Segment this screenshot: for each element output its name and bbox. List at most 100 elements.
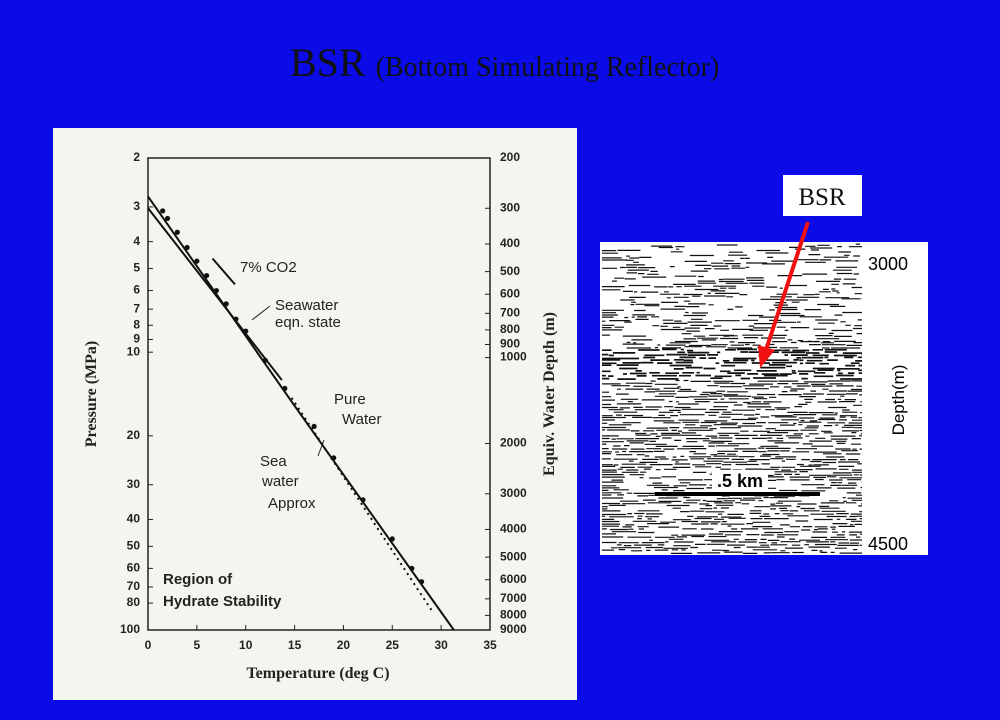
y2-tick-label: 900 [500,337,520,351]
seismic-trace [602,416,863,419]
seismic-trace [650,379,873,383]
seismic-margin [862,242,928,555]
curve [211,257,236,286]
scale-label: .5 km [717,471,763,491]
data-point [223,301,229,307]
y2-tick-label: 9000 [500,622,527,636]
seismic-trace [602,502,866,505]
seismic-trace [602,541,860,544]
seismic-trace [602,311,867,317]
y2-tick-label: 5000 [500,549,527,563]
data-point [243,328,249,334]
seismic-trace [615,393,876,396]
seismic-trace [602,421,866,425]
x-tick-label: 35 [483,638,497,652]
seismic-trace [651,243,861,248]
data-point [409,565,415,571]
x-tick-label: 25 [386,638,400,652]
y2-tick-label: 6000 [500,572,527,586]
curve [147,195,455,631]
seismic-trace [602,334,840,340]
seismic-trace [602,442,861,445]
y2-tick-label: 200 [500,150,520,164]
seismic-trace [602,377,865,380]
seismic-trace [613,445,834,447]
y2-tick-label: 8000 [500,608,527,622]
curve [147,207,283,381]
seismic-trace [619,366,860,370]
seismic-trace [628,282,807,288]
seismic-trace [602,403,873,406]
y-tick-label: 8 [133,317,140,331]
seismic-trace [602,437,861,440]
data-point [204,272,210,279]
seismic-trace [602,364,878,368]
annotation: Water [342,411,381,428]
seismic-trace [620,295,850,301]
seismic-trace [619,499,873,502]
seismic-trace [602,406,847,409]
annotation: eqn. state [275,314,341,331]
seismic-trace [602,523,879,526]
y-tick-label: 80 [127,595,141,609]
data-point [419,579,425,585]
y-tick-label: 40 [127,512,141,526]
curve [290,397,433,611]
annotation: 7% CO2 [240,259,297,276]
callout-text: BSR [798,184,846,211]
seismic-trace [626,259,859,265]
seismic-trace [602,356,883,360]
x-tick-label: 0 [145,638,152,652]
data-point [233,316,239,322]
title-main: BSR [290,40,366,85]
seismic-trace [624,321,871,327]
seismic-trace [602,450,858,453]
seismic-trace [613,411,882,414]
y2-tick-label: 600 [500,286,520,300]
seismic-trace [602,266,852,272]
seismic-trace [602,254,860,259]
annotation: Hydrate Stability [163,593,282,610]
data-point [360,497,366,503]
seismic-trace [602,458,859,461]
y-tick-label: 70 [127,579,141,593]
seismic-trace [602,248,819,254]
y-tick-label: 50 [127,539,141,553]
seismic-trace [649,538,875,541]
annotation: water [261,473,299,490]
seismic-trace [602,434,864,437]
y-tick-label: 100 [120,622,140,636]
seismic-trace [602,326,853,332]
depth-bottom: 4500 [868,534,908,554]
seismic-trace [602,535,861,538]
seismic-trace [627,269,860,275]
seismic-trace [602,447,870,450]
y-tick-label: 3 [133,199,140,213]
seismic-trace [602,517,865,521]
x-tick-label: 20 [337,638,351,652]
seismic-trace [611,531,865,534]
seismic-trace [602,382,843,385]
seismic-trace [602,429,875,432]
seismic-trace [602,308,821,314]
seismic-trace [602,504,867,508]
seismic-trace [602,398,856,401]
data-point [282,385,288,391]
y-axis-label: Pressure (MPa) [83,341,100,447]
seismic-trace [602,549,858,552]
seismic-trace [602,413,858,417]
seismic-trace [602,510,874,513]
seismic-trace [633,261,826,267]
callout-box [783,175,862,216]
y2-tick-label: 3000 [500,486,527,500]
x-axis-label: Temperature (deg C) [246,665,389,682]
y-tick-label: 5 [133,261,140,275]
seismic-trace [602,418,870,422]
y2-tick-label: 300 [500,200,520,214]
seismic-trace [627,400,868,404]
seismic-trace [616,543,874,547]
seismic-trace [670,251,851,256]
y-tick-label: 2 [133,150,140,164]
seismic-trace [602,390,864,393]
seismic-trace [629,292,878,298]
